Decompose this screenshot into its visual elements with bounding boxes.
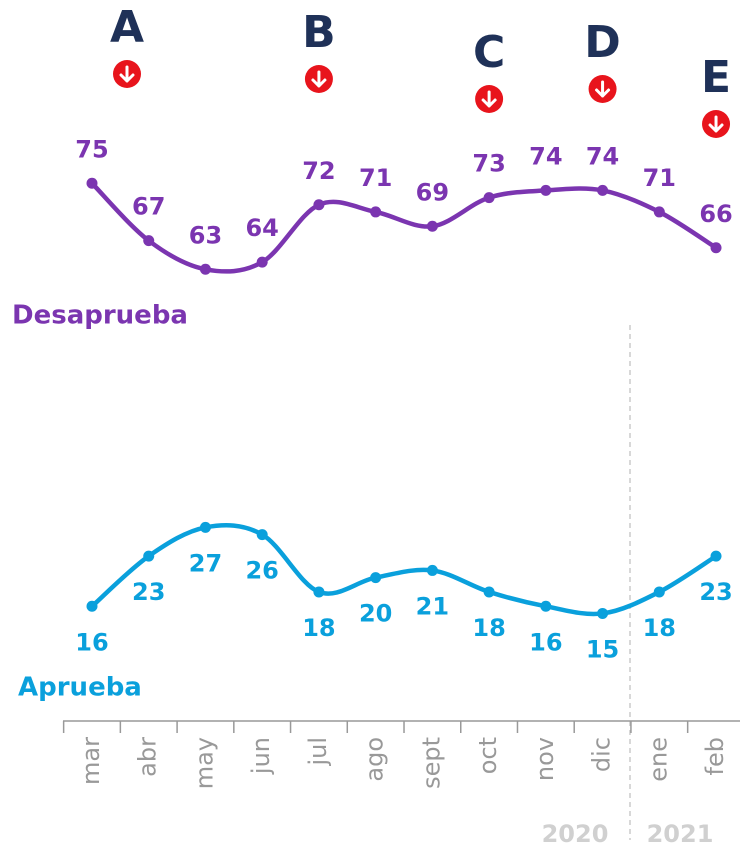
point bbox=[710, 242, 722, 254]
point bbox=[199, 263, 211, 275]
data-label: 18 bbox=[302, 614, 335, 642]
data-label: 72 bbox=[302, 157, 335, 185]
series-label: Desaprueba bbox=[12, 301, 188, 331]
data-label: 26 bbox=[245, 557, 278, 585]
x-tick-label: jul bbox=[304, 737, 332, 767]
data-label: 75 bbox=[75, 135, 108, 163]
icon-arrow bbox=[311, 70, 327, 88]
year-label: 2021 bbox=[647, 820, 714, 847]
point bbox=[483, 192, 495, 204]
x-tick-label: sept bbox=[417, 737, 445, 789]
data-label: 16 bbox=[75, 628, 108, 656]
point bbox=[653, 586, 665, 598]
annotation: E bbox=[701, 52, 731, 103]
annotation: D bbox=[584, 17, 621, 68]
point bbox=[597, 607, 609, 619]
data-label: 20 bbox=[359, 600, 392, 628]
down-icon bbox=[475, 85, 504, 113]
data-label: 74 bbox=[529, 142, 562, 170]
point bbox=[143, 550, 155, 562]
data-label: 71 bbox=[359, 164, 392, 192]
down-icon bbox=[304, 65, 333, 93]
series-line bbox=[90, 523, 718, 617]
point bbox=[426, 564, 438, 576]
point bbox=[426, 220, 438, 232]
data-label: 71 bbox=[643, 164, 676, 192]
point bbox=[370, 206, 382, 218]
data-label: 63 bbox=[189, 221, 222, 249]
data-label: 16 bbox=[529, 628, 562, 656]
point bbox=[256, 529, 268, 541]
point bbox=[86, 177, 98, 189]
series-line bbox=[90, 181, 718, 274]
x-tick-label: mar bbox=[77, 737, 105, 785]
data-label: 74 bbox=[586, 142, 619, 170]
annotation: A bbox=[110, 2, 144, 53]
icon-arrow bbox=[708, 115, 724, 133]
point bbox=[370, 572, 382, 584]
annotation: C bbox=[473, 27, 505, 78]
point bbox=[540, 184, 552, 196]
x-tick-label: nov bbox=[531, 737, 559, 781]
point bbox=[483, 586, 495, 598]
x-tick-label: dic bbox=[588, 737, 616, 772]
x-tick-label: jun bbox=[247, 737, 275, 775]
x-tick-label: abr bbox=[134, 737, 162, 777]
point bbox=[540, 600, 552, 612]
icon-arrow bbox=[119, 65, 135, 83]
icon-arrow bbox=[595, 80, 611, 98]
point bbox=[313, 199, 325, 211]
x-tick-label: may bbox=[190, 737, 218, 789]
data-label: 27 bbox=[189, 549, 222, 577]
data-label: 67 bbox=[132, 193, 165, 221]
point bbox=[199, 521, 211, 533]
icon-arrow bbox=[481, 90, 497, 108]
down-icon bbox=[702, 110, 731, 138]
data-label: 23 bbox=[699, 578, 732, 606]
data-label: 73 bbox=[472, 150, 505, 178]
data-label: 21 bbox=[416, 592, 449, 620]
data-label: 66 bbox=[699, 200, 732, 228]
data-label: 64 bbox=[245, 214, 278, 242]
point bbox=[710, 550, 722, 562]
data-label: 69 bbox=[416, 178, 449, 206]
year-label: 2020 bbox=[542, 820, 609, 847]
x-tick-label: ene bbox=[644, 737, 672, 782]
down-icon bbox=[588, 75, 617, 103]
point bbox=[86, 600, 98, 612]
data-label: 18 bbox=[643, 614, 676, 642]
point bbox=[597, 184, 609, 196]
series-label: Aprueba bbox=[18, 673, 142, 703]
point bbox=[143, 235, 155, 247]
data-label: 15 bbox=[586, 635, 619, 663]
x-tick-label: ago bbox=[361, 737, 389, 782]
point bbox=[313, 586, 325, 598]
down-icon bbox=[113, 60, 141, 88]
annotation: B bbox=[302, 7, 336, 58]
x-tick-label: oct bbox=[474, 737, 502, 774]
data-label: 23 bbox=[132, 578, 165, 606]
point bbox=[653, 206, 665, 218]
x-tick-label: feb bbox=[701, 737, 729, 775]
data-label: 18 bbox=[472, 614, 505, 642]
point bbox=[256, 256, 268, 268]
